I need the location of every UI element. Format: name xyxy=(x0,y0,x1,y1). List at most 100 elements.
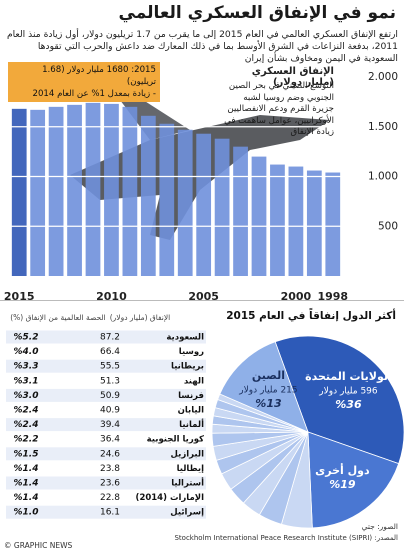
share: %2.2 xyxy=(14,435,39,445)
country-name: السعودية xyxy=(166,333,204,343)
amount: 50.9 xyxy=(100,391,120,401)
bar xyxy=(30,109,46,277)
country-name: كوريا الجنوبية xyxy=(147,435,204,445)
table-header: الحصة العالمية من الإنفاق (%) xyxy=(10,313,106,322)
table-row-bg xyxy=(6,461,206,475)
slice-name: الولايات المتحدة xyxy=(305,370,392,383)
table-row-bg xyxy=(6,388,206,402)
bar xyxy=(140,115,156,277)
callout-line: - زيادة بمعدل 1% عن العام 2014 xyxy=(32,89,156,99)
country-name: البرازيل xyxy=(171,449,205,459)
amount: 16.1 xyxy=(100,508,120,518)
bar xyxy=(196,133,212,276)
share: %1.0 xyxy=(14,508,39,518)
country-name: روسيا xyxy=(179,347,204,357)
callout: 2015: 1680 مليار دولار (1.68 تريليون) - … xyxy=(8,62,160,102)
source: المصدر: (Stockholm International Peace R… xyxy=(174,534,398,542)
share: %3.1 xyxy=(14,376,39,386)
country-name: فرنسا xyxy=(178,391,204,401)
amount: 40.9 xyxy=(100,406,120,416)
x-tick-label: 2010 xyxy=(96,290,127,303)
country-name: الإمارات (2014) xyxy=(136,493,205,503)
table-row-bg xyxy=(6,505,206,519)
table-row-bg xyxy=(6,418,206,432)
bar xyxy=(214,138,230,276)
pie-title: أكثر الدول إنفاقاً في العام 2015 xyxy=(226,308,396,322)
bar xyxy=(306,170,322,276)
country-name: إسرائيل xyxy=(170,508,204,518)
country-name: إيطاليا xyxy=(177,464,205,474)
amount: 36.4 xyxy=(100,435,120,445)
bar xyxy=(159,123,175,276)
share: %1.5 xyxy=(14,449,39,459)
country-name: أستراليا xyxy=(171,477,204,489)
amount: 55.5 xyxy=(100,362,120,372)
table-row-bg xyxy=(6,374,206,388)
share: %3.0 xyxy=(14,391,39,401)
table-row-bg xyxy=(6,359,206,373)
bar xyxy=(122,106,138,276)
pie-slice xyxy=(219,341,309,433)
table-row-bg xyxy=(6,345,206,359)
callout-line: 2015: 1680 مليار دولار (1.68 تريليون) xyxy=(42,65,156,87)
bar xyxy=(288,166,304,276)
slice-amount: 215 مليار دولار xyxy=(238,386,297,396)
amount: 66.4 xyxy=(100,347,120,357)
bar xyxy=(48,106,64,276)
subtitle: ارتفع الإنفاق العسكري العالمي في العام 2… xyxy=(6,29,398,64)
amount: 24.6 xyxy=(100,449,120,459)
bar xyxy=(11,108,27,276)
country-name: ألمانيا xyxy=(179,418,204,430)
amount: 22.8 xyxy=(100,493,120,503)
bar xyxy=(85,102,101,277)
amount: 51.3 xyxy=(100,376,120,386)
annotation: التوسع الصيني في بحر الصين الجنوبي وضم ر… xyxy=(224,81,334,137)
amount: 87.2 xyxy=(100,333,120,343)
table-row-bg xyxy=(6,432,206,446)
country-name: بريطانيا xyxy=(171,362,204,372)
table-row-bg xyxy=(6,491,206,505)
table-row-bg xyxy=(6,403,206,417)
y-tick-label: 500 xyxy=(378,220,398,232)
table-row-bg xyxy=(6,476,206,490)
table-row-bg xyxy=(6,447,206,461)
amount: 39.4 xyxy=(100,420,120,430)
share: %1.4 xyxy=(14,479,39,489)
bar xyxy=(270,164,285,276)
slice-value-label: %36 xyxy=(335,398,362,411)
share: %2.4 xyxy=(14,420,39,430)
slice-name: دول أخرى xyxy=(315,463,370,477)
bar xyxy=(325,172,341,276)
country-name: الهند xyxy=(184,376,204,386)
photo-credit: الصور: جتي xyxy=(362,522,398,531)
slice-value-label: %13 xyxy=(255,397,282,410)
bar xyxy=(177,129,193,276)
pie-slice xyxy=(307,431,400,529)
share: %5.2 xyxy=(14,333,39,343)
y-tick-label: 1.500 xyxy=(368,121,398,133)
y-tick-label: 2.000 xyxy=(368,71,398,83)
share: %2.4 xyxy=(14,406,39,416)
x-tick-label: 1998 xyxy=(317,290,348,303)
title: نمو في الإنفاق العسكري العالمي xyxy=(118,3,396,23)
x-tick-label: 2005 xyxy=(188,290,219,303)
amount: 23.8 xyxy=(100,464,120,474)
share: %1.4 xyxy=(14,493,39,503)
bar xyxy=(67,104,82,276)
slice-amount: 596 مليار دولار xyxy=(318,386,378,396)
country-name: اليابان xyxy=(178,406,204,416)
slice-name: الصين xyxy=(252,369,285,382)
bar xyxy=(233,146,248,276)
share: %3.3 xyxy=(14,362,39,372)
x-tick-label: 2000 xyxy=(281,290,312,303)
bar xyxy=(104,103,119,277)
separator xyxy=(0,300,404,301)
table-row-bg xyxy=(6,330,206,344)
y-tick-label: 1.000 xyxy=(368,171,398,183)
y-axis-label: الإنفاق العسكري (مليار دولار) xyxy=(251,66,334,88)
share: %1.4 xyxy=(14,464,39,474)
bar xyxy=(251,156,267,276)
slice-value-label: %19 xyxy=(329,478,356,491)
